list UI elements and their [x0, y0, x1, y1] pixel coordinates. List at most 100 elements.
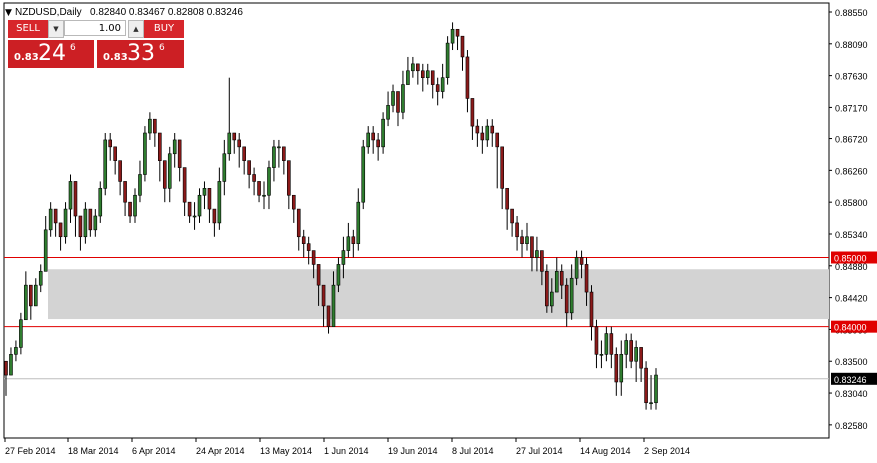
candle — [550, 278, 554, 313]
candle — [416, 63, 420, 85]
candle-body — [38, 271, 43, 286]
candle — [639, 347, 643, 382]
level-tags: 0.85000 0.84000 — [831, 251, 877, 333]
candle-body — [485, 125, 490, 141]
candle-body — [177, 139, 182, 168]
candle-body — [554, 271, 559, 293]
x-tick-label: 2 Sep 2014 — [644, 446, 690, 456]
candle-body — [470, 98, 475, 127]
candle-body — [371, 132, 375, 141]
candle-body — [48, 208, 53, 231]
candle — [654, 368, 658, 410]
candle-body — [58, 222, 63, 238]
candle — [316, 264, 321, 306]
candle-body — [162, 160, 167, 189]
buy-button[interactable]: BUY — [144, 20, 184, 38]
candle — [311, 250, 316, 279]
candle — [510, 208, 514, 237]
candle — [68, 174, 73, 223]
candle — [252, 167, 256, 196]
candle — [167, 146, 172, 203]
candle-body — [128, 201, 132, 217]
candle-body — [217, 181, 222, 224]
candle-body — [197, 194, 202, 217]
candle — [559, 264, 564, 299]
candle-body — [227, 132, 232, 155]
candle — [222, 139, 227, 196]
candle — [113, 146, 117, 175]
candle-body — [376, 139, 380, 148]
chart-title: NZDUSD,Daily — [15, 7, 82, 18]
candle — [515, 216, 519, 251]
y-tick-label: 0.82580 — [835, 421, 868, 431]
candle — [520, 229, 524, 258]
candle — [83, 202, 88, 244]
candle-body — [9, 354, 13, 376]
candle-body — [98, 188, 103, 217]
candle — [475, 119, 480, 147]
candle-body — [604, 333, 609, 355]
buy-price-button[interactable]: 0.83 33 6 — [97, 40, 184, 68]
candle — [282, 146, 286, 175]
candle-body — [450, 28, 455, 44]
candle-body — [321, 284, 326, 307]
sell-price-button[interactable]: 0.83 24 6 — [8, 40, 94, 68]
triangle-down-icon[interactable]: ▼ — [48, 20, 64, 38]
candle-body — [53, 208, 58, 224]
candle-body — [386, 105, 390, 120]
candle-body — [579, 257, 584, 265]
candle — [267, 160, 271, 210]
level-tag-bg — [831, 320, 877, 333]
one-click-trade-panel: SELL ▼ 1.00 ▲ BUY 0.83 24 6 0.83 33 6 — [8, 20, 184, 68]
candle-body — [535, 250, 539, 258]
candle-body — [520, 236, 524, 244]
candle — [535, 236, 539, 272]
candle-body — [242, 146, 246, 161]
candle-body — [490, 125, 495, 134]
candle-body — [138, 174, 142, 196]
candle-body — [356, 201, 361, 244]
candle — [624, 333, 629, 369]
candle-body — [480, 132, 485, 141]
candle-body — [500, 146, 504, 189]
candle — [4, 360, 8, 396]
candle-body — [247, 160, 251, 175]
y-tick-label: 0.88550 — [835, 8, 868, 18]
x-tick-label: 27 Feb 2014 — [5, 446, 56, 456]
candle — [291, 194, 296, 223]
candle — [38, 264, 43, 293]
candle-body — [589, 291, 594, 327]
candle-body — [93, 215, 98, 231]
candle — [336, 257, 341, 293]
candle-body — [63, 208, 68, 238]
candle — [430, 70, 435, 99]
candle — [599, 340, 604, 369]
candle — [609, 326, 614, 369]
candle — [301, 229, 306, 258]
buy-price-pips: 33 — [127, 41, 155, 66]
candle-body — [148, 118, 152, 134]
level-tag-bg — [831, 251, 877, 264]
candle — [629, 333, 633, 369]
candle — [450, 22, 455, 51]
candle — [63, 202, 68, 244]
candle — [465, 50, 470, 113]
candle — [406, 56, 410, 85]
candle — [500, 146, 504, 210]
candle — [143, 126, 147, 182]
candle-body — [78, 215, 83, 238]
lot-size-input[interactable]: 1.00 — [64, 20, 126, 36]
candle — [594, 319, 599, 369]
sell-button[interactable]: SELL — [8, 20, 48, 38]
candle-body — [361, 146, 366, 203]
candle — [480, 126, 485, 154]
triangle-up-icon[interactable]: ▲ — [128, 20, 144, 38]
candle — [197, 188, 202, 223]
candle-body — [68, 181, 73, 210]
candle-body — [559, 271, 564, 286]
x-tick-label: 8 Jul 2014 — [452, 446, 494, 456]
y-axis: 0.88550 0.88090 0.87630 0.87170 0.86720 0.862… — [829, 8, 868, 431]
candle — [351, 229, 356, 258]
candle — [331, 271, 336, 327]
